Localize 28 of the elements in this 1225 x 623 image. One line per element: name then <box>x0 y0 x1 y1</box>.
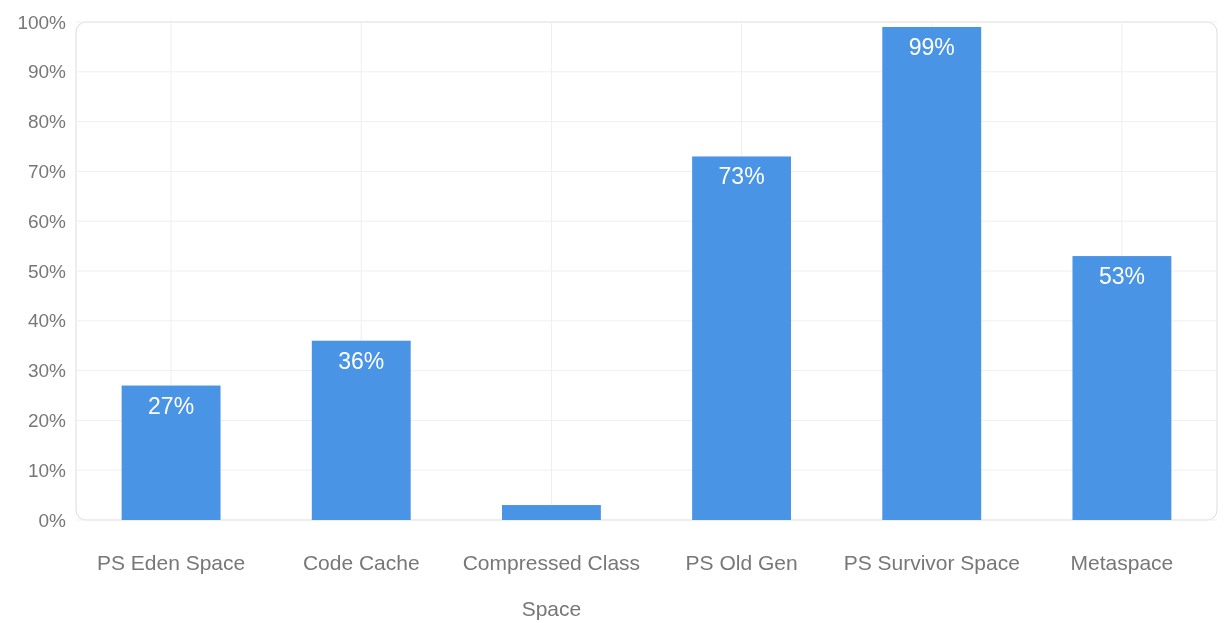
x-tick-label: PS Old Gen <box>685 551 798 574</box>
y-tick-label: 0% <box>38 509 67 531</box>
bar <box>501 505 601 520</box>
data-label: 73% <box>718 163 765 190</box>
y-tick-label: 100% <box>17 11 67 33</box>
x-tick-label: Compressed Class Space <box>462 551 641 620</box>
bar <box>882 26 982 520</box>
y-tick-label: 60% <box>27 210 67 232</box>
x-tick-label: Metaspace <box>1070 551 1174 574</box>
data-label: 99% <box>908 33 955 60</box>
y-tick-label: 70% <box>27 161 67 183</box>
bar <box>311 340 411 520</box>
data-label: 36% <box>338 347 385 374</box>
y-tick-label: 40% <box>27 310 67 332</box>
y-tick-label: 90% <box>27 61 67 83</box>
y-tick-label: 80% <box>27 111 67 133</box>
x-tick-label: Code Cache <box>302 551 420 574</box>
data-label: 53% <box>1098 263 1145 290</box>
bar <box>1072 256 1172 520</box>
x-tick-label: PS Eden Space <box>96 551 246 574</box>
bar <box>692 156 792 520</box>
bar <box>121 385 221 520</box>
y-tick-label: 10% <box>27 459 67 481</box>
y-tick-label: 20% <box>27 410 67 432</box>
data-label: 27% <box>148 392 195 419</box>
x-tick-label: PS Survivor Space <box>843 551 1020 574</box>
y-tick-label: 50% <box>27 260 67 282</box>
y-tick-label: 30% <box>27 360 67 382</box>
